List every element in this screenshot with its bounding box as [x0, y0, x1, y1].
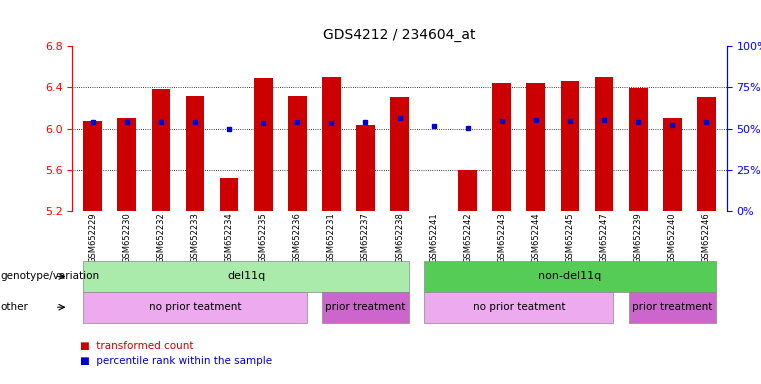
Bar [84, 121, 102, 211]
Text: no prior teatment: no prior teatment [473, 302, 565, 312]
Bar [492, 83, 511, 211]
Bar [594, 77, 613, 211]
Text: no prior teatment: no prior teatment [148, 302, 241, 312]
Bar [629, 88, 648, 211]
Bar [458, 170, 477, 211]
Bar [117, 118, 136, 211]
Text: genotype/variation: genotype/variation [1, 271, 100, 281]
Text: del11q: del11q [227, 271, 266, 281]
Text: non-del11q: non-del11q [538, 271, 602, 281]
Bar [390, 97, 409, 211]
Bar [151, 89, 170, 211]
Bar [288, 96, 307, 211]
Bar [561, 81, 579, 211]
Text: prior treatment: prior treatment [632, 302, 712, 312]
Bar [322, 77, 341, 211]
Bar [697, 97, 715, 211]
Bar [254, 78, 272, 211]
Bar [186, 96, 205, 211]
Text: ■  transformed count: ■ transformed count [80, 341, 193, 351]
Bar [527, 83, 545, 211]
Text: other: other [1, 302, 29, 312]
Bar [356, 124, 375, 211]
Title: GDS4212 / 234604_at: GDS4212 / 234604_at [323, 28, 476, 42]
Text: prior treatment: prior treatment [325, 302, 406, 312]
Text: ■  percentile rank within the sample: ■ percentile rank within the sample [80, 356, 272, 366]
Bar [663, 118, 682, 211]
Bar [424, 211, 443, 234]
Bar [220, 178, 238, 211]
